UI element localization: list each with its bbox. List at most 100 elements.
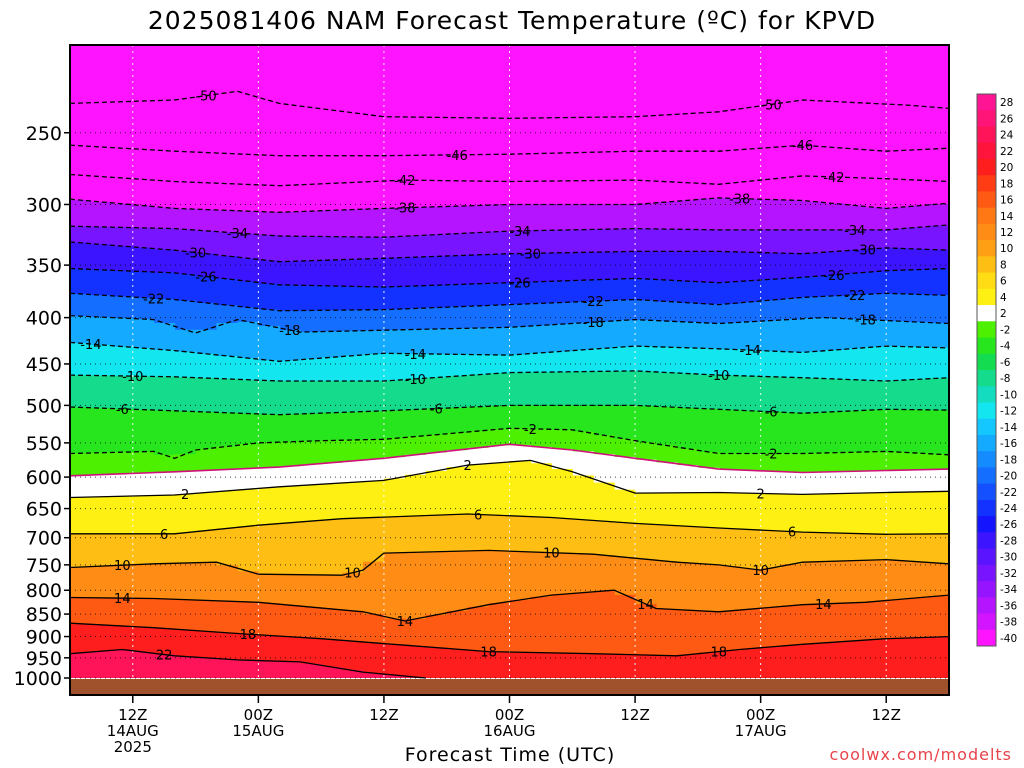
contour-label: 6 <box>474 508 482 523</box>
contour-label: -46 <box>447 149 468 164</box>
x-tick-label: 12Z <box>620 706 649 724</box>
y-tick-label: 600 <box>26 467 62 489</box>
field-cell <box>739 648 762 678</box>
colorbar-label: -10 <box>1000 389 1017 401</box>
site-credit: coolwx.com/modelts <box>829 745 1012 764</box>
field-cell <box>718 650 741 678</box>
colorbar-label: 26 <box>1000 113 1014 125</box>
contour-label: 10 <box>344 567 361 582</box>
contour-label: 14 <box>815 598 832 613</box>
colorbar-label: 16 <box>1000 195 1014 207</box>
contour-label: 10 <box>543 547 560 562</box>
colorbar-cell <box>977 532 996 550</box>
colorbar-cell <box>977 142 996 160</box>
field-cell <box>342 670 364 678</box>
colorbar-label: 2 <box>1000 308 1007 320</box>
field-cell <box>342 641 364 678</box>
field-cell <box>279 661 301 678</box>
colorbar-label: -12 <box>1000 406 1017 418</box>
contour-label: -34 <box>509 225 530 240</box>
field-cell <box>363 642 385 678</box>
contour-lines: -50-50-46-46-42 -42-38-38-34 -34 -34-30 -30-… <box>70 90 949 679</box>
contour-label: -30 <box>520 247 541 262</box>
field-cell <box>593 653 615 678</box>
colorbar-cell <box>977 613 996 631</box>
colorbar-label: -18 <box>1000 454 1017 466</box>
contour-label: -34 <box>844 224 865 239</box>
contour-label: -42 <box>823 171 844 186</box>
contour-line <box>70 459 949 499</box>
contour-line <box>70 589 949 622</box>
field-cell <box>802 643 825 678</box>
x-tick-label: 15AUG <box>232 722 284 740</box>
colorbar-label: -2 <box>1000 324 1010 336</box>
field-cell <box>90 651 113 678</box>
colorbar-label: 20 <box>1000 162 1013 174</box>
colorbar-cell <box>977 158 996 176</box>
field-cell <box>656 655 678 678</box>
field-cell <box>530 652 552 678</box>
contour-label: -38 <box>729 193 750 208</box>
colorbar-frame <box>976 93 997 647</box>
colorbar-cell <box>977 321 996 339</box>
contour-label: -18 <box>855 314 876 329</box>
colorbar-label: 12 <box>1000 227 1013 239</box>
field-cell <box>844 640 866 678</box>
colorbar-label: -26 <box>1000 519 1017 531</box>
x-tick-label: 17AUG <box>735 722 787 740</box>
contour-label: 18 <box>711 646 728 661</box>
x-tick-label: 14AUG <box>107 722 159 740</box>
field-cell <box>572 653 594 678</box>
contour-label: 10 <box>114 559 131 574</box>
colorbar-label: -6 <box>1000 357 1011 369</box>
colorbar-cell <box>977 288 996 306</box>
x-tick-label: 00Z <box>495 706 524 724</box>
field-cell <box>488 651 511 678</box>
x-axis-label: Forecast Time (UTC) <box>404 744 616 766</box>
contour-label: -50 <box>760 98 781 113</box>
x-tick-label: 16AUG <box>484 722 536 740</box>
colorbar-cell <box>977 370 996 387</box>
contour-label: -14 <box>740 344 761 359</box>
field-cell <box>216 659 239 678</box>
colorbar-cell <box>977 402 996 420</box>
contour-label: -30 <box>855 243 876 258</box>
contour-label: -10 <box>708 369 729 384</box>
colorbar-cell <box>977 223 996 241</box>
contour-line <box>70 549 949 576</box>
y-axis: 2503003504004505005506006507007508008509… <box>14 123 70 690</box>
colorbar-label: -32 <box>1000 568 1017 580</box>
field-cell <box>383 675 406 678</box>
colorbar-label: -8 <box>1000 373 1010 385</box>
colorbar-cell <box>977 240 996 257</box>
field-cell <box>907 637 929 678</box>
y-tick-label: 750 <box>26 555 62 577</box>
contour-label: 6 <box>160 528 168 543</box>
contour-line <box>70 427 949 459</box>
colorbar-cell <box>977 516 996 533</box>
contour-label: 14 <box>637 598 654 613</box>
y-tick-label: 400 <box>26 308 62 330</box>
x-tick-label: 12Z <box>872 706 901 724</box>
colorbar-label: 8 <box>1000 259 1007 271</box>
colorbar-cell <box>977 256 996 274</box>
y-tick-label: 900 <box>26 627 62 649</box>
chart-title: 2025081406 NAM Forecast Temperature (ºC)… <box>147 6 877 35</box>
colorbar-cell <box>977 548 996 566</box>
colorbar-label: -14 <box>1000 422 1017 434</box>
contour-label: -26 <box>509 276 530 291</box>
contour-label: -18 <box>583 316 604 331</box>
contour-label: -6 <box>116 403 129 418</box>
contour-label: -38 <box>394 202 415 217</box>
contour-line <box>70 314 949 334</box>
contour-label: -14 <box>80 338 101 353</box>
contour-label: -2 <box>765 447 778 462</box>
colorbar-cell <box>977 629 996 647</box>
y-tick-label: 500 <box>26 395 62 417</box>
field-cell <box>823 642 845 678</box>
field-cell <box>300 663 322 678</box>
colorbar-cell <box>977 305 996 322</box>
y-tick-label: 850 <box>26 604 62 626</box>
colorbar-label: -4 <box>1000 341 1011 353</box>
